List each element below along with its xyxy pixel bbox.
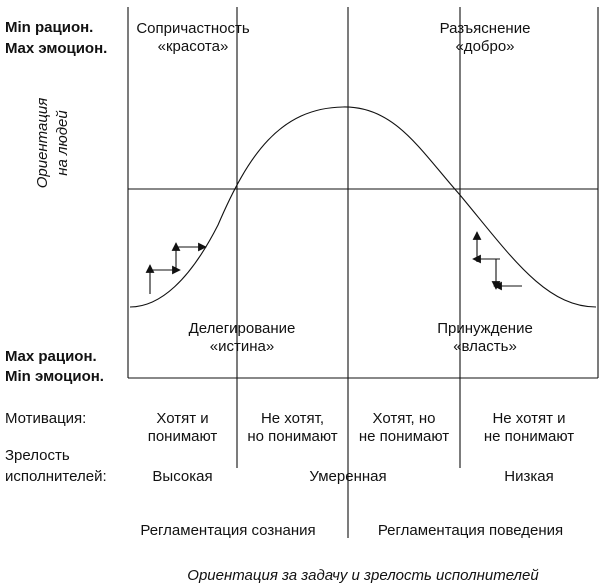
left-label-bottom-2: Min эмоцион. [5,368,104,385]
motivation-cell-3-line1: Хотят, но [372,410,436,427]
y-axis-label-line2: на людей [54,110,71,176]
quadrant-bottom-left-sub: «истина» [209,338,275,355]
maturity-label-line1: Зрелость [5,447,70,464]
motivation-cell-2-line2: но понимают [247,428,338,445]
y-axis-label: Ориентация на людей [33,88,73,198]
quadrant-bottom-right: Принуждение «власть» [415,320,555,356]
regulation-consciousness: Регламентация сознания [140,522,316,539]
maturity-moderate: Умеренная [309,468,387,485]
motivation-cell-1-line1: Хотят и [156,410,209,427]
quadrant-top-right-sub: «добро» [455,38,515,55]
motivation-cell-1-line2: понимают [147,428,218,445]
quadrant-bottom-right-sub: «власть» [453,338,517,355]
motivation-cell-3-line2: не понимают [358,428,450,445]
quadrant-top-right: Разъяснение «добро» [420,20,550,56]
regulation-behavior: Регламентация поведения [377,522,564,539]
motivation-cell-3: Хотят, но не понимают [348,410,460,446]
quadrant-top-left: Сопричастность «красота» [128,20,258,56]
motivation-label: Мотивация: [5,410,87,427]
quadrant-bottom-left: Делегирование «истина» [172,320,312,356]
motivation-cell-4-line2: не понимают [483,428,575,445]
bell-curve [129,106,597,308]
quadrant-top-left-title: Сопричастность [136,20,250,37]
motivation-cell-4: Не хотят и не понимают [460,410,598,446]
maturity-low: Низкая [504,468,554,485]
motivation-cell-4-line1: Не хотят и [492,410,566,427]
motivation-cell-1: Хотят и понимают [128,410,237,446]
quadrant-top-right-title: Разъяснение [439,20,531,37]
quadrant-bottom-right-title: Принуждение [437,320,533,337]
y-axis-label-line1: Ориентация [34,97,51,189]
left-label-bottom-1: Max рацион. [5,348,97,365]
x-axis-label: Ориентация за задачу и зрелость исполнит… [187,567,539,584]
quadrant-bottom-left-title: Делегирование [188,320,296,337]
quadrant-top-left-sub: «красота» [157,38,229,55]
maturity-label-line2: исполнителей: [5,468,107,485]
maturity-high: Высокая [152,468,213,485]
motivation-cell-2: Не хотят, но понимают [237,410,348,446]
left-label-top-2: Max эмоцион. [5,40,108,57]
left-label-top-1: Min рацион. [5,19,94,36]
motivation-cell-2-line1: Не хотят, [260,410,325,427]
